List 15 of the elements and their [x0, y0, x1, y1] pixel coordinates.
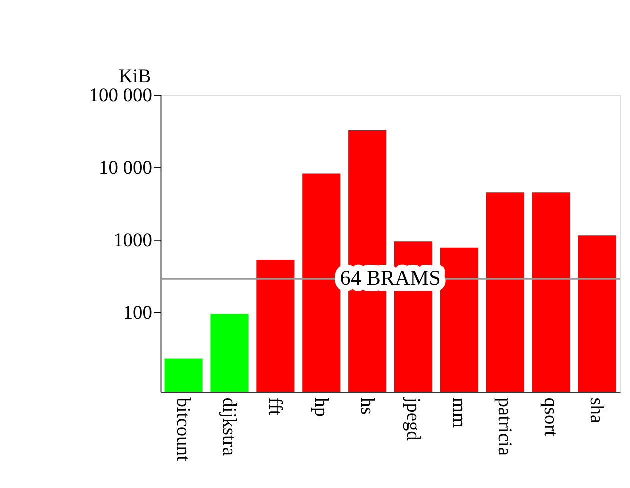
y-tick-label: 1000 [114, 230, 152, 252]
x-tick-label: jpegd [402, 396, 424, 442]
x-tick-label: sha [586, 398, 608, 424]
x-tick-label: patricia [494, 398, 516, 456]
y-tick-label: 10 000 [98, 158, 152, 180]
x-tick-label: fft [264, 398, 286, 416]
x-tick-label: hp [310, 398, 332, 418]
x-tick-label: hs [356, 398, 378, 415]
y-axis-title: KiB [118, 66, 152, 88]
x-tick-label: qsort [540, 398, 562, 438]
y-tick-label: 100 000 [89, 86, 152, 107]
y-tick-label: 100 [123, 303, 152, 324]
x-tick-label: mm [448, 398, 470, 428]
x-tick-label: dijkstra [218, 398, 240, 456]
x-tick-label: bitcount [172, 398, 194, 462]
